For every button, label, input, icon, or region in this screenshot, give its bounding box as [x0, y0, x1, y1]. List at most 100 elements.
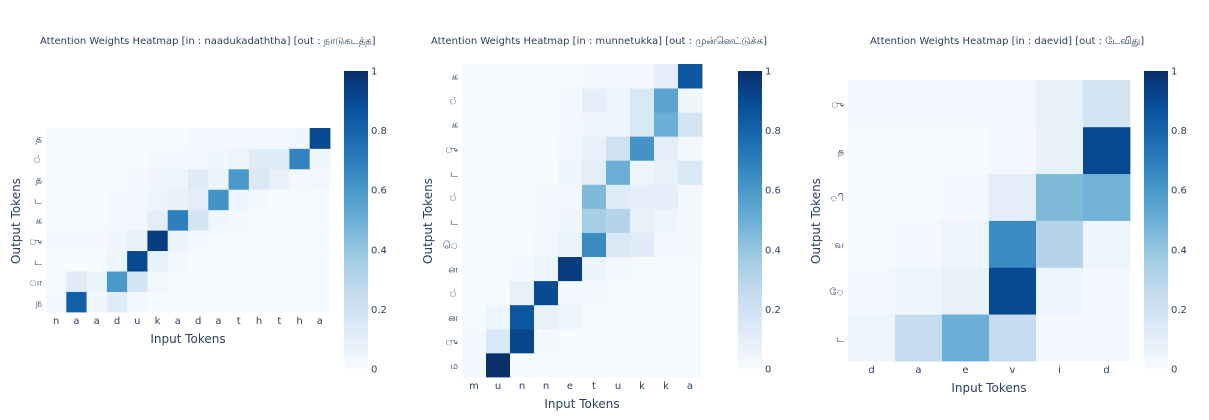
- heatmap-cell: [228, 250, 250, 272]
- heatmap-cell: [558, 112, 583, 137]
- heatmap-cell: [248, 291, 270, 313]
- heatmap-cell: [510, 328, 535, 354]
- heatmap-cell: [167, 168, 189, 190]
- heatmap-cell: [534, 136, 559, 161]
- heatmap-cell: [534, 328, 559, 354]
- heatmap-cell: [228, 271, 250, 292]
- heatmap-cell: [630, 304, 655, 330]
- heatmap-cell: [127, 209, 148, 231]
- y-tick-label: ி: [830, 193, 844, 204]
- heatmap-cell: [208, 128, 229, 149]
- y-axis-title: Output Tokens: [809, 178, 823, 264]
- heatmap-cell: [1083, 314, 1131, 362]
- colorbar-tick-label: 0.4: [1171, 245, 1187, 256]
- heatmap-cell: [582, 112, 607, 137]
- heatmap-cell: [269, 128, 290, 149]
- heatmap-cell: [654, 64, 679, 89]
- heatmap-cell: [106, 250, 128, 272]
- x-tick-label: n: [519, 381, 525, 392]
- heatmap-cell: [582, 160, 607, 185]
- heatmap-cell: [582, 352, 607, 378]
- x-tick-label: h: [296, 316, 302, 327]
- heatmap-cell: [46, 230, 67, 252]
- heatmap-cell: [147, 148, 169, 170]
- heatmap-cell: [309, 148, 331, 170]
- y-axis-title: Output Tokens: [421, 178, 435, 264]
- heatmap-cell: [309, 271, 331, 292]
- heatmap-cell: [678, 88, 703, 113]
- heatmap-cell: [208, 230, 229, 252]
- heatmap-cell: [462, 328, 487, 354]
- heatmap-cell: [147, 128, 169, 149]
- colorbar-tick-label: 1: [1171, 67, 1177, 78]
- heatmap-cell: [86, 291, 108, 313]
- heatmap-cell: [606, 208, 631, 233]
- heatmap-cell: [486, 184, 511, 209]
- x-tick-label: a: [915, 365, 921, 376]
- heatmap-cell: [66, 230, 87, 252]
- heatmap-cell: [269, 291, 290, 313]
- heatmap-cell: [248, 189, 270, 211]
- y-tick-label: த: [837, 146, 844, 157]
- x-tick-label: k: [663, 381, 669, 392]
- heatmap-cell: [269, 148, 290, 170]
- heatmap-cell: [606, 280, 631, 306]
- heatmap-cell: [289, 128, 311, 149]
- heatmap-cell: [269, 250, 290, 272]
- heatmap-cell: [558, 232, 583, 258]
- heatmap-cell: [486, 304, 511, 330]
- heatmap-cell: [895, 126, 943, 175]
- y-tick-label: த: [35, 134, 42, 145]
- heatmap-cell: [678, 184, 703, 209]
- heatmap-cell: [942, 267, 990, 315]
- heatmap-cell: [654, 328, 679, 354]
- heatmap-cell: [46, 271, 67, 292]
- heatmap-cell: [289, 148, 311, 170]
- heatmap-cell: [86, 148, 108, 170]
- heatmap-cell: [534, 232, 559, 258]
- heatmap-cell: [989, 173, 1037, 221]
- heatmap-cell: [269, 230, 290, 252]
- colorbar-tick-label: 0.2: [765, 305, 781, 316]
- heatmap-cell: [510, 280, 535, 306]
- heatmap-panel-2: Attention Weights Heatmap [in : munnetuk…: [421, 36, 781, 411]
- heatmap-cell: [630, 136, 655, 161]
- heatmap-cells: [462, 64, 703, 378]
- colorbar-tick-label: 0: [371, 365, 377, 376]
- y-tick-label: ு: [445, 337, 458, 348]
- heatmap-cell: [106, 168, 128, 190]
- heatmap-cell: [486, 64, 511, 89]
- heatmap-cell: [462, 256, 487, 282]
- heatmap-cell: [86, 230, 108, 252]
- y-axis-title: Output Tokens: [9, 178, 23, 264]
- heatmap-cell: [1036, 173, 1084, 221]
- heatmap-cell: [188, 189, 209, 211]
- heatmap-cell: [606, 328, 631, 354]
- heatmap-cell: [147, 209, 169, 231]
- x-tick-label: e: [962, 365, 968, 376]
- heatmap-cell: [848, 126, 896, 175]
- heatmap-cell: [486, 112, 511, 137]
- heatmap-cell: [942, 314, 990, 362]
- y-tick-label: ன: [448, 265, 458, 276]
- heatmap-cell: [147, 189, 169, 211]
- heatmap-cell: [66, 250, 87, 272]
- heatmap-cell: [167, 230, 189, 252]
- heatmap-cell: [86, 189, 108, 211]
- heatmap-cell: [654, 184, 679, 209]
- x-axis-title: Input Tokens: [150, 332, 225, 346]
- heatmap-cell: [486, 232, 511, 258]
- heatmap-cell: [462, 160, 487, 185]
- heatmap-cell: [127, 128, 148, 149]
- heatmap-cell: [269, 189, 290, 211]
- heatmap-cell: [309, 128, 331, 149]
- heatmap-cell: [630, 280, 655, 306]
- heatmap-cell: [510, 352, 535, 378]
- heatmap-cell: [510, 160, 535, 185]
- x-tick-label: u: [134, 316, 140, 327]
- heatmap-cell: [188, 230, 209, 252]
- heatmap-cell: [106, 209, 128, 231]
- heatmap-panel-1: Attention Weights Heatmap [in : naadukad…: [9, 36, 387, 376]
- heatmap-cell: [510, 304, 535, 330]
